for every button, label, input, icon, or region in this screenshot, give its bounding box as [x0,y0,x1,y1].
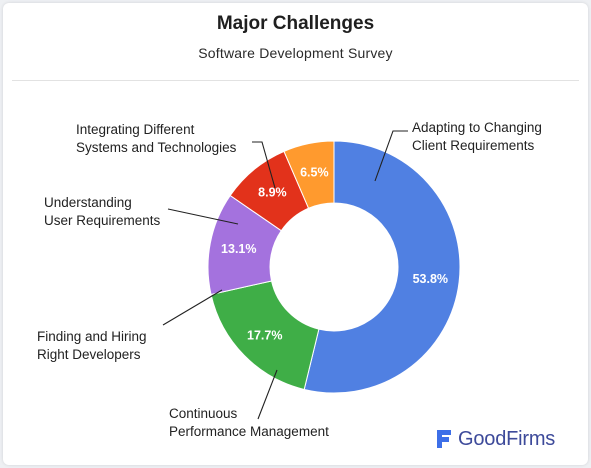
slice-label-finding: 13.1% [221,242,256,256]
leader-line-continuous [257,369,278,420]
goodfirms-logo: GoodFirms [434,426,555,452]
brand-name: GoodFirms [458,427,556,450]
slice-label-integrating: 6.5% [300,166,329,180]
slice-adapting [303,140,461,394]
callout-integrating: Integrating Different Systems and Techno… [76,122,237,155]
callout-understanding: Understanding User Requirements [44,195,161,228]
title-divider [12,80,579,81]
leader-line-finding [162,289,223,326]
leader-line-understanding [167,208,239,225]
slice-label-continuous: 17.7% [247,328,282,342]
goodfirms-logo-icon [437,430,451,448]
chart-subtitle: Software Development Survey [198,45,393,61]
callout-finding: Finding and Hiring Right Developers [37,329,147,362]
slice-integrating [283,140,335,209]
callout-continuous: Continuous Performance Management [169,406,329,439]
leader-line-integrating [252,141,276,189]
leader-line-adapting [374,130,408,182]
slice-label-understanding: 8.9% [258,186,287,200]
slice-label-adapting: 53.8% [413,272,448,286]
callout-adapting: Adapting to Changing Client Requirements [412,120,542,153]
chart-title: Major Challenges [216,13,375,34]
